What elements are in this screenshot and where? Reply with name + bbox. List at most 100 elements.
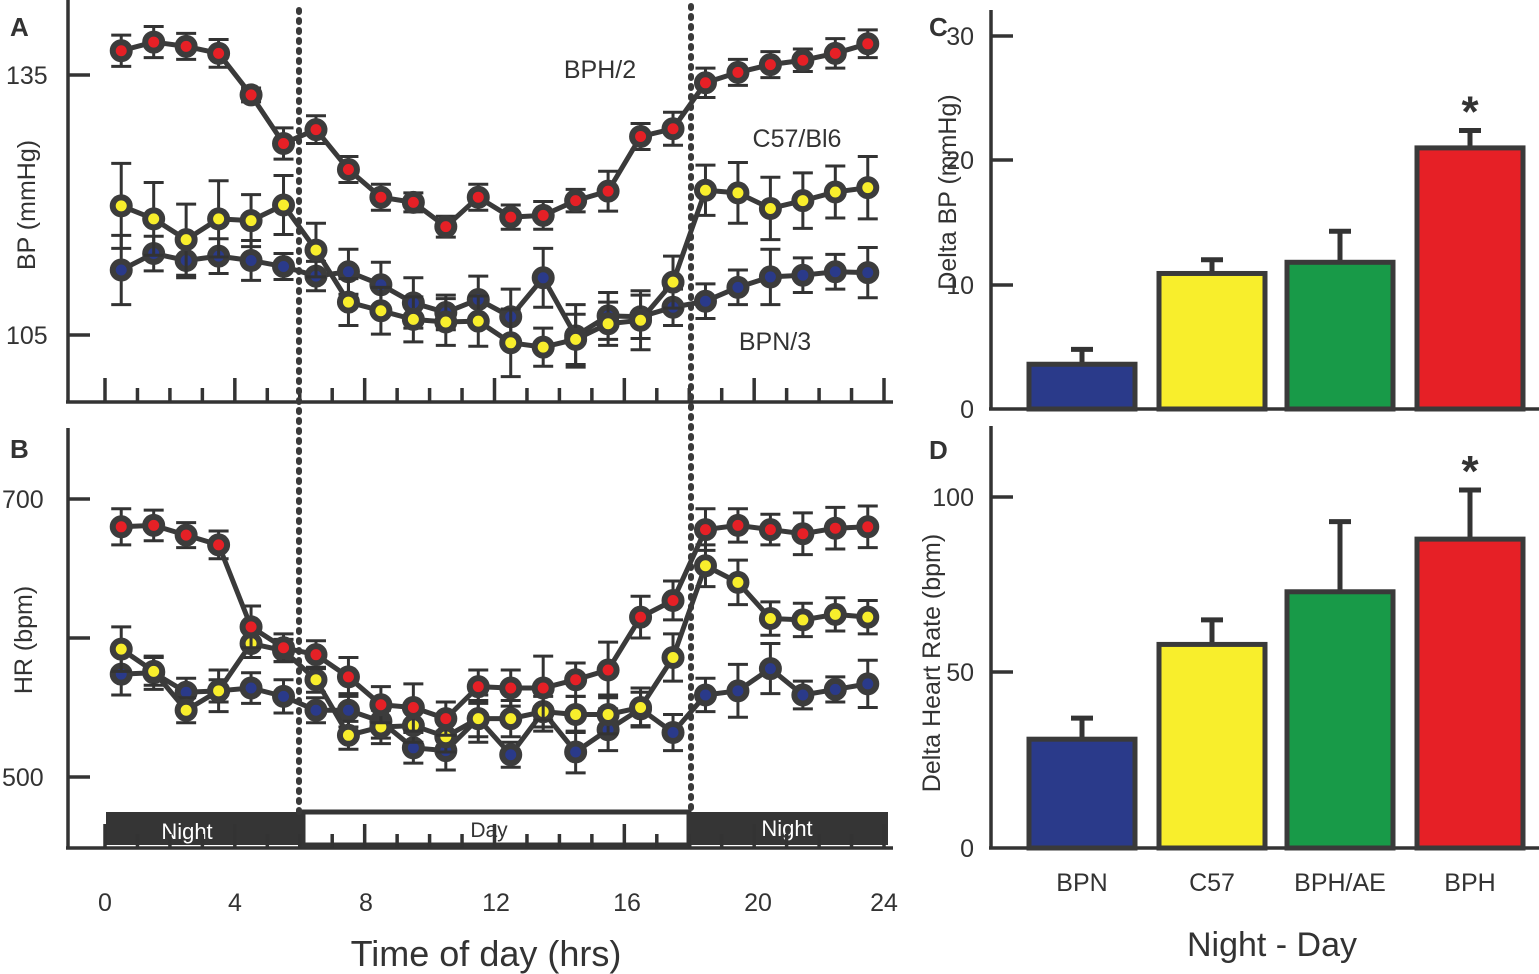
data-point [207,679,231,703]
data-point [596,702,620,726]
data-point [401,307,425,331]
panel-a-label: A [10,12,29,42]
data-point [693,71,717,95]
data-point [564,668,588,692]
data-point [823,677,847,701]
data-point [758,518,782,542]
data-point [499,707,523,731]
data-point [823,180,847,204]
data-point [629,308,653,332]
data-point [531,335,555,359]
data-point [531,266,555,290]
series-line [120,251,868,339]
data-point [142,659,166,683]
panel-c-plot: * [1026,87,1526,412]
data-point [499,331,523,355]
data-point [336,698,360,722]
panel-a-plot [109,24,880,379]
data-point [401,190,425,214]
panel-d-ytick-label: 100 [932,484,974,512]
data-point [791,608,815,632]
data-point [564,702,588,726]
bar-x-axis-title: Night - Day [1187,926,1357,964]
error-bar [1459,487,1481,540]
data-point [174,698,198,722]
data-point [791,189,815,213]
bar [1414,145,1526,412]
panel-c-ytick-label: 0 [960,396,974,424]
panel-a-x-ticks [103,378,886,402]
series-c57-bl6 [109,543,880,754]
series-bpn-3 [109,642,880,775]
data-point [239,83,263,107]
data-point [856,605,880,629]
data-point [401,696,425,719]
panel-d-plot: * [1026,447,1526,851]
data-point [758,265,782,289]
data-point [142,513,166,537]
data-point [791,522,815,546]
data-point [564,189,588,213]
data-point [272,193,296,217]
data-point [564,327,588,351]
data-point [272,131,296,155]
x-axis-title: Time of day (hrs) [351,933,622,974]
data-point [499,676,523,700]
data-point [499,205,523,229]
day-label: Day [470,819,508,842]
data-point [629,125,653,149]
data-point [336,157,360,181]
data-point [531,203,555,227]
x-tick-label: 0 [98,889,112,917]
data-point [693,683,717,707]
data-point [856,515,880,539]
data-point [823,41,847,65]
panel-b-ytick-label: 700 [2,486,44,514]
x-tick-label: 12 [482,889,510,917]
data-point [661,645,685,669]
bar-category-label: BPH [1444,869,1495,897]
data-point [142,30,166,54]
data-point [207,533,231,557]
data-point [304,118,328,142]
error-bar [1201,617,1223,645]
panel-d: D Delta Heart Rate (bpm) 100 50 0 * BPN … [918,426,1539,964]
panel-b-ytick-label: 500 [2,764,44,792]
panel-d-ytick-label: 0 [960,835,974,863]
series-bph-2 [109,504,880,737]
series-line [119,563,868,740]
data-point [661,117,685,141]
panel-d-ylabel: Delta Heart Rate (bpm) [918,534,946,792]
data-point [207,41,231,65]
data-point [369,693,393,717]
x-tick-label: 16 [613,889,641,917]
data-point [272,684,296,708]
data-point [109,637,133,661]
data-point [823,602,847,626]
data-point [434,215,458,239]
data-point [856,32,880,56]
data-point [531,676,555,700]
data-point [304,238,328,262]
x-tick-label: 8 [359,889,373,917]
bar-category-label: BPN [1056,869,1107,897]
data-point [499,743,523,767]
bar-category-label: C57 [1189,869,1235,897]
data-point [369,299,393,323]
data-point [304,698,328,722]
data-point [174,228,198,252]
series-line [121,666,869,758]
data-point [336,665,360,689]
data-point [661,588,685,612]
panel-b-plot [109,504,880,775]
panel-c-ytick-label: 20 [946,147,974,175]
data-point [823,516,847,540]
data-point [466,185,490,209]
data-point [239,209,263,233]
bar [1156,270,1268,412]
panel-a-ytick-label: 105 [6,322,48,350]
data-point [726,60,750,84]
data-point [661,270,685,294]
data-point [758,196,782,220]
